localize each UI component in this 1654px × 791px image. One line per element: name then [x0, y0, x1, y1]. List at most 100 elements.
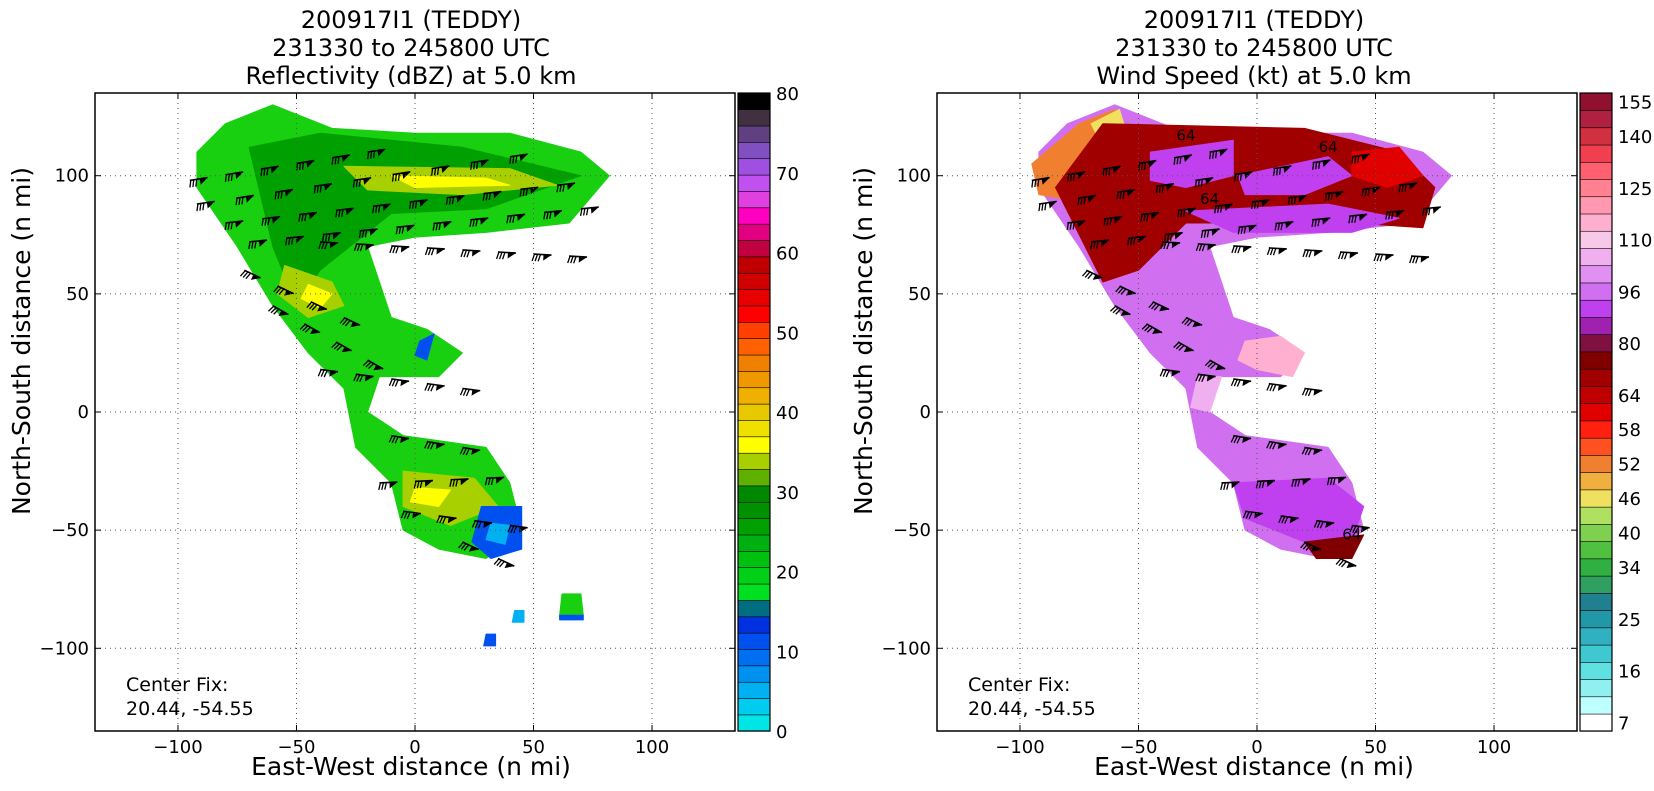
wind-barb — [1421, 206, 1441, 216]
wind-barb — [1409, 255, 1430, 264]
wind-barb — [1266, 440, 1287, 450]
wind-barb — [543, 209, 563, 220]
wind-barb — [1230, 434, 1252, 444]
wind-barb — [267, 304, 289, 316]
wind-barb — [1349, 524, 1370, 534]
wind-barb — [196, 200, 215, 212]
wind-barb — [362, 359, 384, 371]
wind-barb — [509, 153, 528, 164]
wind-barb — [388, 434, 410, 444]
wind-barb — [1102, 165, 1121, 177]
wind-barb — [1103, 215, 1123, 226]
wind-barb — [378, 481, 398, 491]
field-region — [485, 522, 511, 545]
y-tick-label: 50 — [908, 284, 931, 305]
colorbar-frame — [1579, 92, 1613, 732]
x-tick-label: 100 — [1477, 737, 1511, 758]
wind-barb — [1077, 194, 1096, 206]
wind-barb — [1351, 153, 1370, 164]
contour-label: 64 — [1319, 138, 1338, 156]
field-region — [1303, 534, 1365, 559]
wind-barb — [367, 148, 386, 160]
wind-barb — [1302, 249, 1323, 258]
wind-barb — [1273, 165, 1292, 176]
wind-barb — [458, 541, 480, 552]
colorbar-tick-label: 96 — [1618, 282, 1641, 303]
wind-barb — [1348, 213, 1368, 224]
wind-barb — [1195, 373, 1216, 383]
wind-barb — [471, 519, 493, 529]
colorbar-swatch — [737, 403, 771, 421]
wind-barb — [353, 243, 374, 252]
colorbar-swatch — [1579, 316, 1613, 336]
y-tick-label: 0 — [920, 402, 931, 423]
colorbar-swatch — [1579, 247, 1613, 267]
wind-barb — [1233, 171, 1253, 182]
wind-barb — [470, 159, 489, 170]
wind-barb — [372, 203, 391, 214]
wind-barb — [460, 249, 481, 258]
wind-barb — [1173, 341, 1195, 353]
wind-barb — [408, 199, 428, 210]
wind-barb — [1155, 182, 1175, 194]
wind-barb — [1337, 251, 1358, 260]
x-tick-label: 50 — [522, 737, 545, 758]
colorbar-swatch — [737, 665, 771, 683]
x-tick-label: 50 — [1364, 737, 1387, 758]
colorbar-swatch — [1579, 661, 1613, 680]
colorbar-swatch — [737, 599, 771, 618]
colorbar: 7 16 25 34 40 46 52 58 64 80 96 110 125 140 155 — [1579, 92, 1652, 734]
colorbar-swatch — [737, 289, 771, 307]
wind-barb — [298, 211, 318, 222]
wind-barb — [531, 253, 552, 262]
y-tick-label: −100 — [882, 638, 931, 659]
colorbar-swatch — [1579, 609, 1613, 629]
colorbar-swatch — [1579, 161, 1613, 180]
colorbar-swatch — [737, 321, 771, 339]
wind-barb — [1220, 481, 1240, 491]
wind-barb — [248, 239, 268, 250]
colorbar-swatch — [737, 338, 771, 356]
colorbar-swatch — [1579, 368, 1613, 387]
wind-barb — [400, 510, 422, 520]
x-axis-label: East-West distance (n mi) — [251, 752, 571, 781]
wind-barb — [579, 206, 599, 216]
wind-barb — [353, 373, 374, 383]
colorbar-swatch — [737, 419, 771, 438]
colorbar-swatch — [737, 109, 771, 127]
wind-barb — [1237, 224, 1257, 235]
colorbar-swatch — [737, 387, 771, 405]
colorbar-swatch — [737, 92, 771, 110]
colorbar-swatch — [1579, 178, 1613, 198]
colorbar-swatch — [737, 501, 771, 519]
wind-barb — [431, 165, 450, 176]
colorbar-tick-label: 25 — [1618, 610, 1641, 631]
colorbar-tick-label: 34 — [1618, 558, 1641, 579]
wind-barb — [459, 446, 481, 456]
wind-barb — [1038, 200, 1057, 212]
colorbar-swatch — [1579, 506, 1613, 525]
wind-barb — [1137, 159, 1157, 171]
colorbar-swatch — [1579, 592, 1613, 611]
colorbar-swatch — [737, 256, 771, 274]
x-tick-label: −50 — [277, 737, 315, 758]
colorbar-swatch — [1579, 420, 1613, 439]
wind-barb — [235, 194, 254, 206]
field-region — [1237, 335, 1305, 378]
colorbar-swatch — [1579, 713, 1613, 732]
wind-barb — [495, 251, 516, 260]
y-tick-label: −50 — [51, 520, 89, 541]
y-tick-label: −100 — [40, 638, 89, 659]
wind-barb — [1326, 476, 1347, 486]
wind-barb — [224, 220, 244, 231]
colorbar-swatch — [737, 207, 771, 225]
wind-barb — [1230, 378, 1252, 387]
wind-barb — [469, 217, 489, 227]
colorbar-swatch — [1579, 437, 1613, 456]
colorbar-swatch — [737, 239, 771, 258]
colorbar-tick-label: 140 — [1618, 127, 1652, 148]
wind-barb — [484, 476, 505, 486]
colorbar-frame — [737, 92, 771, 732]
colorbar-tick-label: 30 — [776, 483, 799, 504]
